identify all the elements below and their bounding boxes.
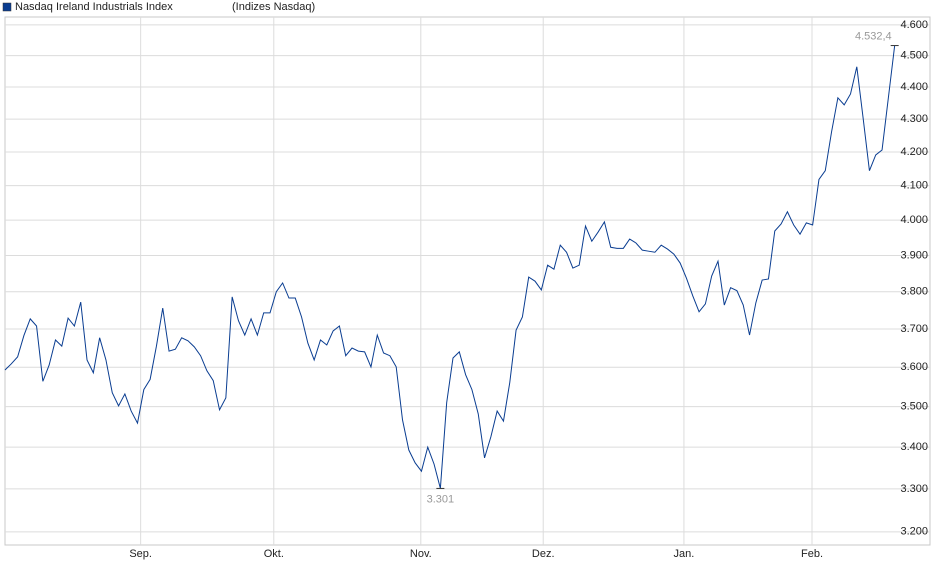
x-tick-label: Dez.	[532, 548, 555, 560]
y-tick-label: 4.200	[900, 146, 928, 158]
y-tick-label: 3.600	[900, 361, 928, 373]
y-tick-label: 3.500	[900, 401, 928, 413]
y-tick-label: 4.300	[900, 113, 928, 125]
y-tick-label: 4.100	[900, 180, 928, 192]
y-tick-label: 3.700	[900, 323, 928, 335]
x-tick-label: Jan.	[674, 548, 695, 560]
legend-swatch	[2, 2, 12, 12]
x-tick-label: Feb.	[801, 548, 823, 560]
y-tick-label: 3.800	[900, 286, 928, 298]
line	[4, 45, 896, 489]
y-tick-label: 4.600	[900, 19, 928, 31]
value-label: 3.301	[427, 493, 455, 505]
x-tick-label: Nov.	[410, 548, 432, 560]
x-tick-label: Sep.	[129, 548, 152, 560]
y-tick-label: 4.500	[900, 49, 928, 61]
legend-label: Nasdaq Ireland Industrials Index	[15, 1, 173, 13]
chart-title: (Indizes Nasdaq)	[232, 1, 315, 13]
y-tick-label: 3.200	[900, 526, 928, 538]
plot-frame	[4, 16, 931, 546]
y-tick-label: 4.000	[900, 214, 928, 226]
y-tick-label: 3.400	[900, 441, 928, 453]
value-label: 4.532,4	[855, 30, 892, 42]
y-tick-label: 3.300	[900, 483, 928, 495]
y-tick-label: 3.900	[900, 249, 928, 261]
y-tick-label: 4.400	[900, 81, 928, 93]
x-tick-label: Okt.	[264, 548, 284, 560]
